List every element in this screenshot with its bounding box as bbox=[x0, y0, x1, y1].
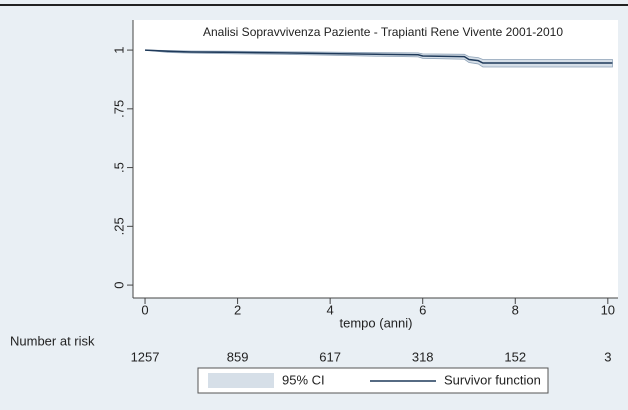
x-tick-label: 6 bbox=[419, 302, 426, 317]
risk-value: 617 bbox=[319, 349, 341, 364]
legend-label: Survivor function bbox=[444, 372, 541, 387]
y-tick-label: 0 bbox=[111, 281, 126, 288]
risk-value: 318 bbox=[412, 349, 434, 364]
legend-swatch bbox=[208, 373, 274, 388]
x-tick-label: 4 bbox=[327, 302, 334, 317]
risk-value: 1257 bbox=[131, 349, 160, 364]
risk-value: 152 bbox=[504, 349, 526, 364]
y-tick-label: .75 bbox=[111, 100, 126, 118]
x-axis-label: tempo (anni) bbox=[340, 315, 413, 330]
y-tick-label: 1 bbox=[111, 46, 126, 53]
x-tick-label: 10 bbox=[601, 302, 615, 317]
chart-title: Analisi Sopravvivenza Paziente - Trapian… bbox=[203, 25, 563, 39]
risk-value: 3 bbox=[604, 349, 611, 364]
risk-label: Number at risk bbox=[10, 333, 95, 348]
survival-line bbox=[144, 49, 613, 64]
risk-value: 859 bbox=[227, 349, 249, 364]
x-tick-label: 2 bbox=[234, 302, 241, 317]
x-tick-label: 0 bbox=[141, 302, 148, 317]
legend-label: 95% CI bbox=[282, 372, 325, 387]
y-tick-label: .5 bbox=[111, 162, 126, 173]
x-tick-label: 8 bbox=[512, 302, 519, 317]
y-tick-label: .25 bbox=[111, 217, 126, 235]
